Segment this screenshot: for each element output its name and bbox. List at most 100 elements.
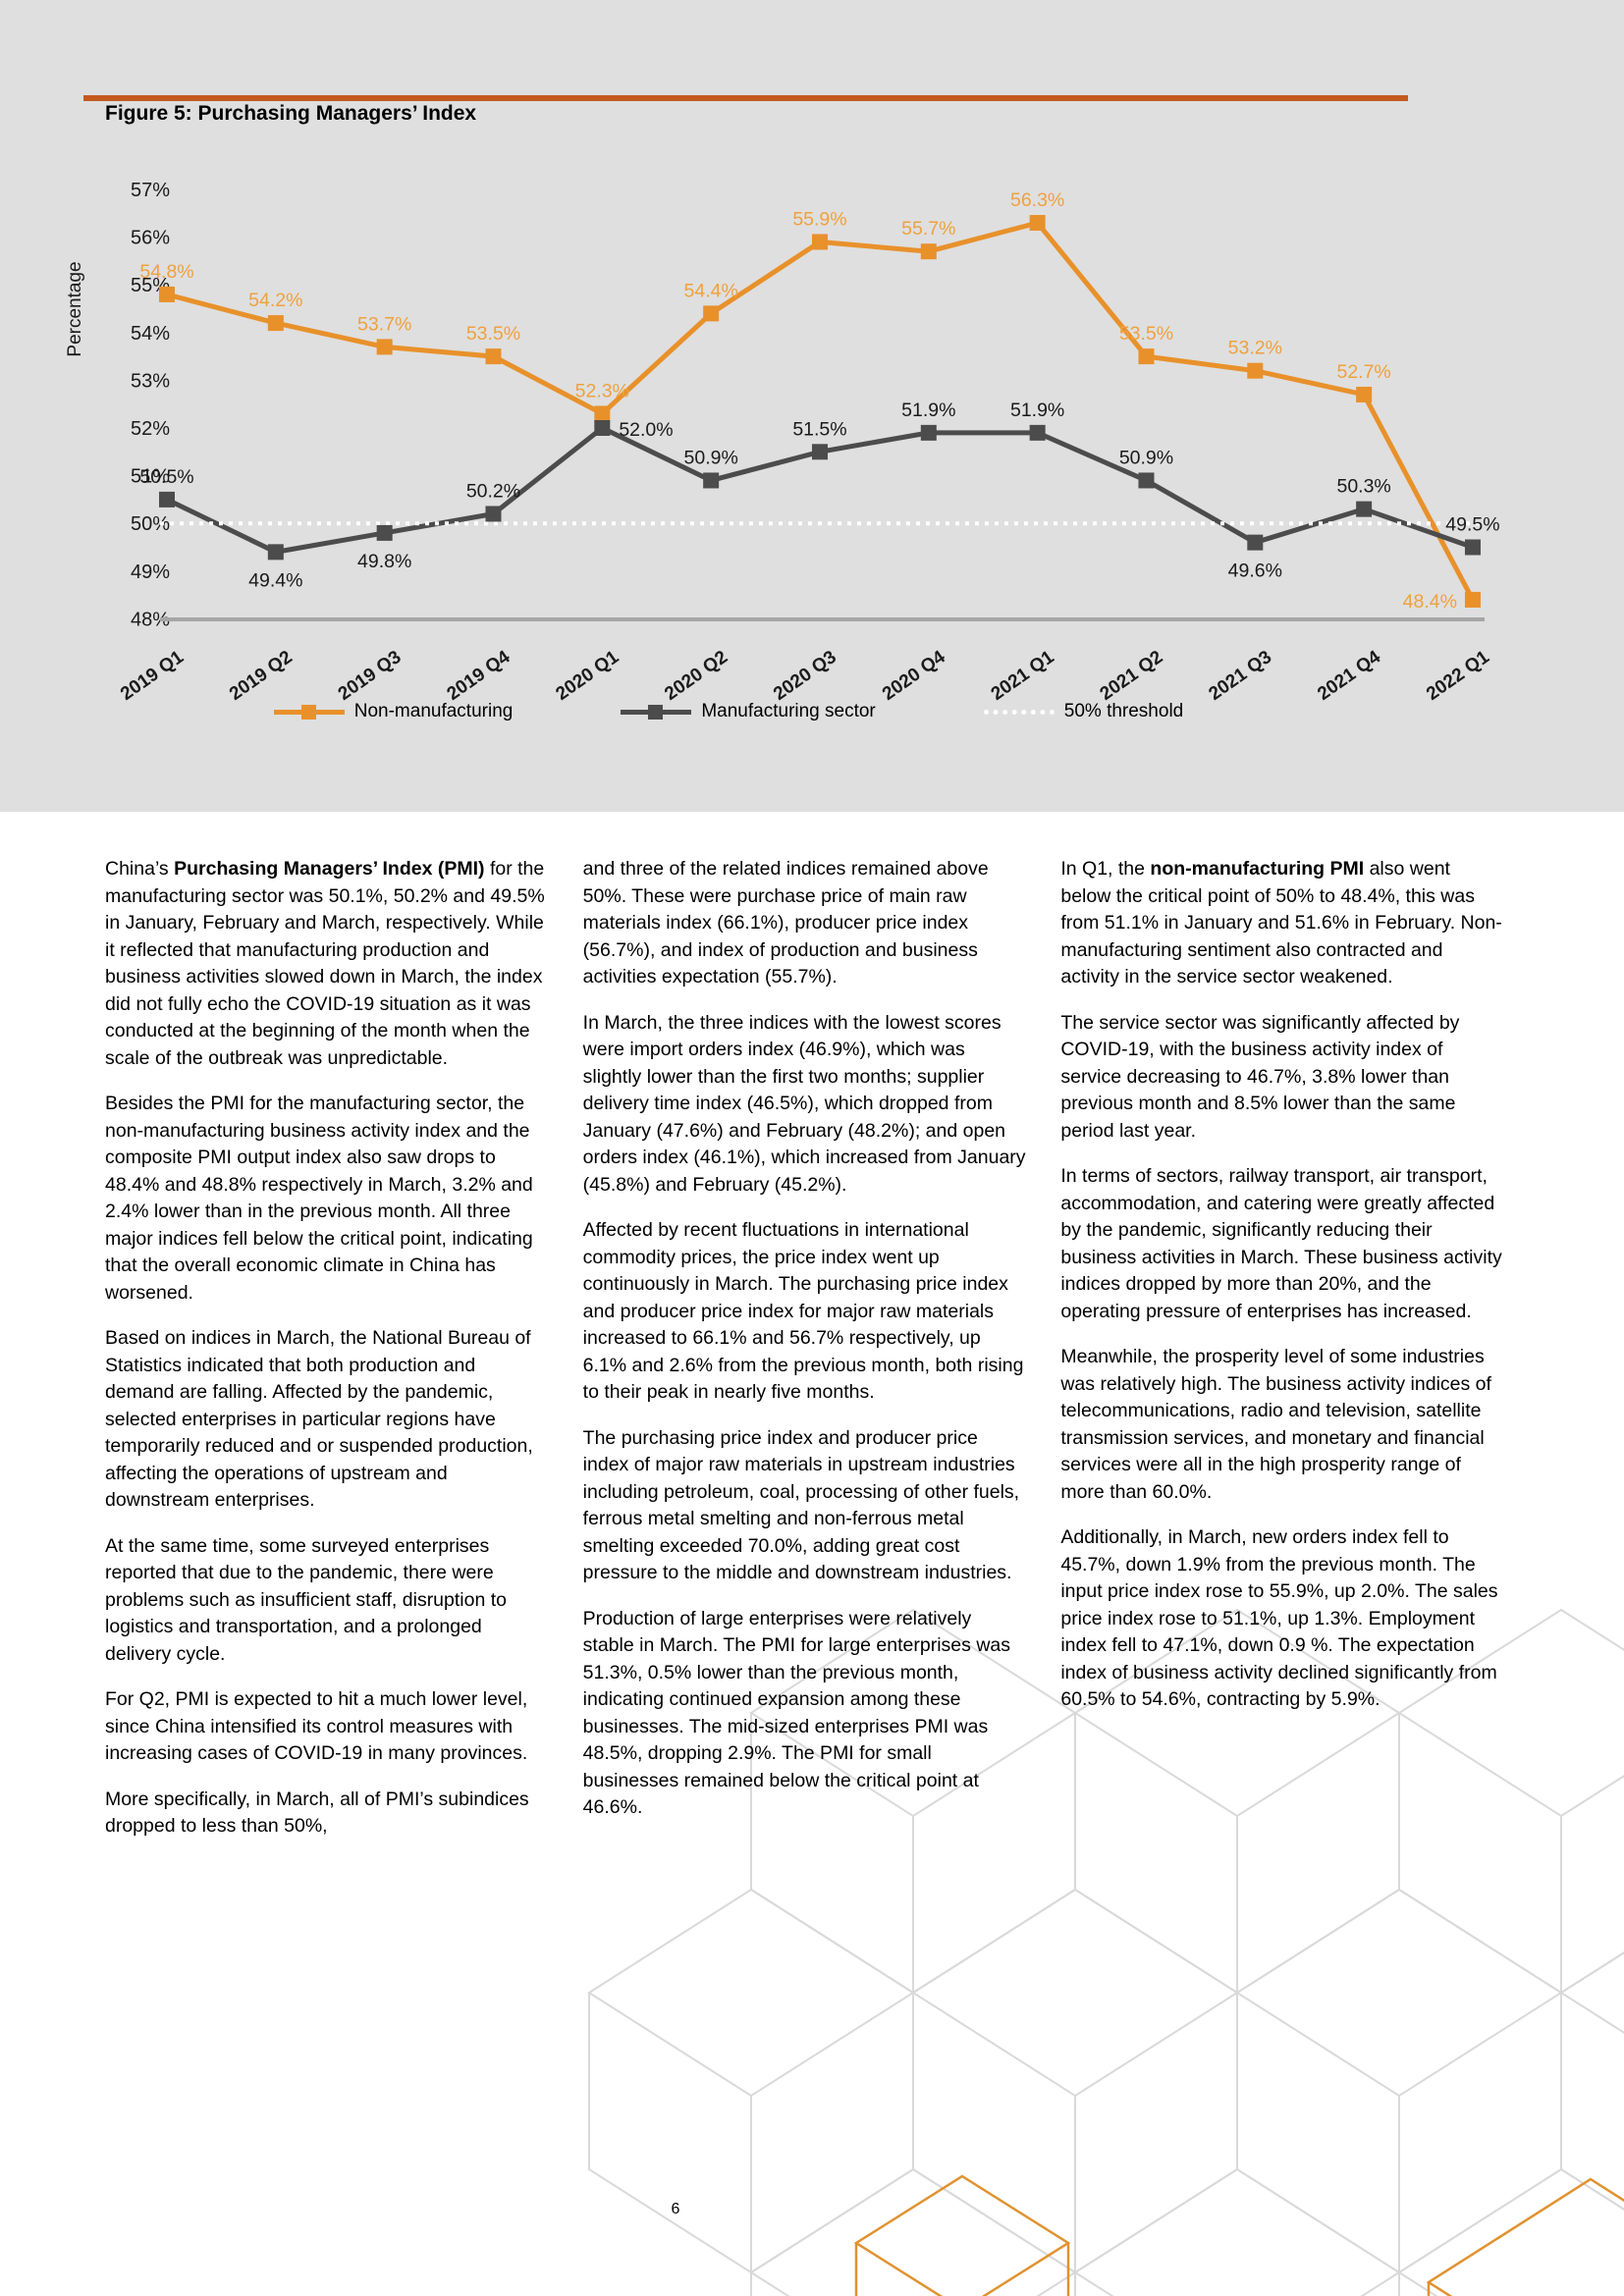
cube-outline [1073, 2167, 1401, 2296]
data-label: 50.2% [466, 480, 520, 502]
data-label: 52.7% [1336, 361, 1390, 383]
paragraph: Based on indices in March, the National … [105, 1325, 550, 1515]
y-axis-tick: 50% [131, 513, 170, 535]
y-axis-tick: 49% [131, 561, 170, 583]
legend-dotted-swatch [983, 709, 1055, 715]
legend-label: Manufacturing sector [701, 701, 876, 721]
y-axis-tick: 53% [131, 370, 170, 392]
text-run: For Q2, PMI is expected to hit a much lo… [105, 1688, 528, 1764]
chart-section: Figure 5: Purchasing Managers’ Index 57%… [0, 0, 1624, 812]
pmi-line-chart: 57%56%55%54%53%52%51%50%49%48%Percentage… [65, 180, 1500, 705]
data-label: 55.9% [792, 208, 846, 230]
data-point [1138, 472, 1155, 489]
data-label: 49.8% [357, 551, 411, 572]
cube-outline [1559, 1951, 1624, 2211]
paragraph: In March, the three indices with the low… [583, 1010, 1028, 1200]
cube-outline [1426, 2177, 1624, 2296]
data-label: 50.9% [1119, 447, 1173, 468]
paragraph: Affected by recent fluctuations in inter… [583, 1217, 1028, 1407]
y-axis-tick: 56% [131, 228, 170, 249]
data-point [920, 243, 937, 260]
data-label: 55.7% [901, 218, 955, 240]
data-label: 50.3% [1336, 476, 1390, 498]
legend-label: 50% threshold [1063, 701, 1184, 721]
text-run: China’s [105, 858, 175, 880]
y-axis-tick: 48% [131, 609, 170, 630]
data-point [1138, 348, 1155, 365]
data-point [1029, 215, 1046, 232]
data-label: 49.4% [248, 569, 302, 591]
data-label: 51.9% [901, 400, 955, 421]
data-point [1356, 386, 1373, 402]
text-run: for the manufacturing sector was 50.1%, … [105, 858, 545, 1069]
data-label: 51.5% [792, 418, 846, 440]
text-run: The purchasing price index and producer … [582, 1426, 1020, 1584]
paragraph: Production of large enterprises were rel… [583, 1606, 1028, 1822]
data-label: 54.8% [139, 261, 193, 283]
text-run: In Q1, the [1060, 858, 1151, 880]
text-column-2: and three of the related indices remaine… [583, 856, 1028, 1859]
text-run: also went below the critical point of 50… [1060, 858, 1502, 988]
text-column-1: China’s Purchasing Managers’ Index (PMI)… [105, 856, 550, 1859]
text-run: and three of the related indices remaine… [582, 858, 989, 988]
text-run: Meanwhile, the prosperity level of some … [1060, 1346, 1491, 1503]
legend-label: Non-manufacturing [353, 701, 514, 721]
data-point [376, 524, 393, 541]
cube-outline [853, 2174, 1071, 2296]
legend-item-threshold: 50% threshold [983, 701, 1184, 722]
data-label: 49.6% [1228, 561, 1282, 582]
data-label: 52.3% [575, 380, 629, 401]
paragraph: China’s Purchasing Managers’ Index (PMI)… [105, 856, 550, 1072]
paragraph: Meanwhile, the prosperity level of some … [1060, 1344, 1505, 1506]
data-point [376, 339, 393, 355]
data-point [811, 444, 828, 460]
data-point [1464, 539, 1481, 556]
data-point [920, 424, 937, 441]
data-label: 56.3% [1010, 189, 1064, 211]
data-point [811, 234, 828, 250]
data-label: 50.9% [684, 447, 738, 468]
data-point [1247, 534, 1264, 551]
paragraph: Additionally, in March, new orders index… [1060, 1524, 1505, 1714]
text-run: Affected by recent fluctuations in inter… [582, 1219, 1024, 1403]
data-label: 50.5% [139, 466, 193, 488]
paragraph: Besides the PMI for the manufacturing se… [105, 1091, 550, 1307]
paragraph: The service sector was significantly aff… [1060, 1010, 1505, 1146]
paragraph: More specifically, in March, all of PMI’… [105, 1787, 550, 1841]
data-label: 48.4% [1403, 591, 1457, 613]
data-label: 53.2% [1228, 338, 1282, 359]
y-axis-tick: 52% [131, 418, 170, 440]
text-column-3: In Q1, the non-manufacturing PMI also we… [1060, 856, 1505, 1859]
text-run: More specifically, in March, all of PMI’… [105, 1788, 529, 1838]
data-label: 53.7% [357, 313, 411, 335]
data-point [594, 420, 611, 436]
text-run: In March, the three indices with the low… [582, 1011, 1026, 1196]
bold-run: Purchasing Managers’ Index (PMI) [174, 858, 485, 880]
paragraph: For Q2, PMI is expected to hit a much lo… [105, 1686, 550, 1768]
legend-line-marker-swatch [621, 704, 692, 720]
data-point [485, 506, 502, 522]
cube-outline [1397, 2167, 1624, 2296]
data-point [1029, 424, 1046, 441]
text-run: At the same time, some surveyed enterpri… [105, 1534, 507, 1665]
data-label: 53.5% [1119, 323, 1173, 345]
data-point [1464, 591, 1481, 608]
data-label: 54.4% [684, 280, 738, 301]
text-run: Additionally, in March, new orders index… [1060, 1526, 1498, 1710]
bold-run: non-manufacturing PMI [1150, 858, 1365, 880]
text-run: Besides the PMI for the manufacturing se… [105, 1093, 533, 1304]
chart-legend: Non-manufacturing Manufacturing sector 50%… [0, 701, 1541, 722]
data-point [485, 348, 502, 365]
data-label: 49.5% [1445, 514, 1499, 536]
cube-outline [749, 2167, 1077, 2296]
data-point [703, 472, 720, 489]
data-label: 51.9% [1010, 400, 1064, 421]
paragraph: The purchasing price index and producer … [583, 1425, 1028, 1587]
data-label: 53.5% [466, 323, 520, 345]
paragraph: and three of the related indices remaine… [583, 856, 1028, 991]
text-run: Based on indices in March, the National … [105, 1327, 533, 1511]
accent-rule [83, 95, 1408, 101]
data-label: 52.0% [619, 419, 673, 441]
figure-title: Figure 5: Purchasing Managers’ Index [105, 102, 477, 125]
